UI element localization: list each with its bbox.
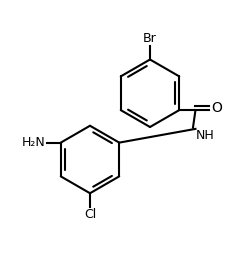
Text: NH: NH — [196, 129, 214, 142]
Text: O: O — [211, 101, 222, 115]
Text: H₂N: H₂N — [22, 136, 46, 149]
Text: Br: Br — [143, 32, 157, 45]
Text: Cl: Cl — [84, 208, 96, 221]
